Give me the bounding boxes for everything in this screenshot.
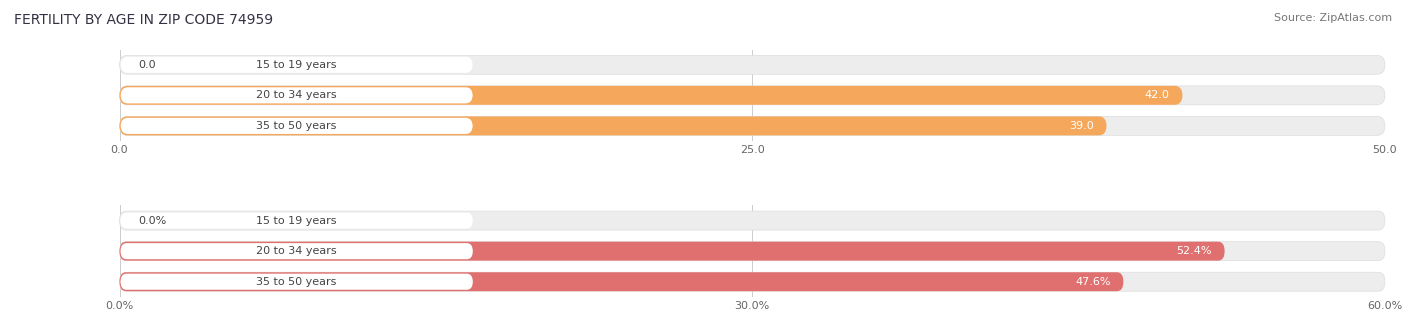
Text: 35 to 50 years: 35 to 50 years — [256, 121, 337, 131]
Text: 20 to 34 years: 20 to 34 years — [256, 90, 337, 100]
Text: 15 to 19 years: 15 to 19 years — [256, 215, 337, 226]
FancyBboxPatch shape — [121, 118, 472, 134]
FancyBboxPatch shape — [120, 116, 1107, 135]
FancyBboxPatch shape — [120, 242, 1385, 261]
Text: 35 to 50 years: 35 to 50 years — [256, 277, 337, 287]
Text: 52.4%: 52.4% — [1177, 246, 1212, 256]
FancyBboxPatch shape — [120, 272, 1123, 291]
FancyBboxPatch shape — [120, 211, 1385, 230]
FancyBboxPatch shape — [120, 272, 1385, 291]
Text: FERTILITY BY AGE IN ZIP CODE 74959: FERTILITY BY AGE IN ZIP CODE 74959 — [14, 13, 273, 27]
FancyBboxPatch shape — [120, 242, 1225, 261]
Text: Source: ZipAtlas.com: Source: ZipAtlas.com — [1274, 13, 1392, 23]
Text: 42.0: 42.0 — [1144, 90, 1170, 100]
FancyBboxPatch shape — [120, 116, 1385, 135]
Text: 0.0: 0.0 — [139, 60, 156, 70]
FancyBboxPatch shape — [120, 86, 1182, 105]
Text: 20 to 34 years: 20 to 34 years — [256, 246, 337, 256]
FancyBboxPatch shape — [120, 55, 1385, 74]
Text: 47.6%: 47.6% — [1076, 277, 1111, 287]
FancyBboxPatch shape — [121, 87, 472, 103]
FancyBboxPatch shape — [121, 243, 472, 259]
FancyBboxPatch shape — [120, 86, 1385, 105]
FancyBboxPatch shape — [121, 57, 472, 73]
Text: 0.0%: 0.0% — [139, 215, 167, 226]
FancyBboxPatch shape — [121, 274, 472, 290]
Text: 39.0: 39.0 — [1069, 121, 1094, 131]
FancyBboxPatch shape — [121, 213, 472, 229]
Text: 15 to 19 years: 15 to 19 years — [256, 60, 337, 70]
